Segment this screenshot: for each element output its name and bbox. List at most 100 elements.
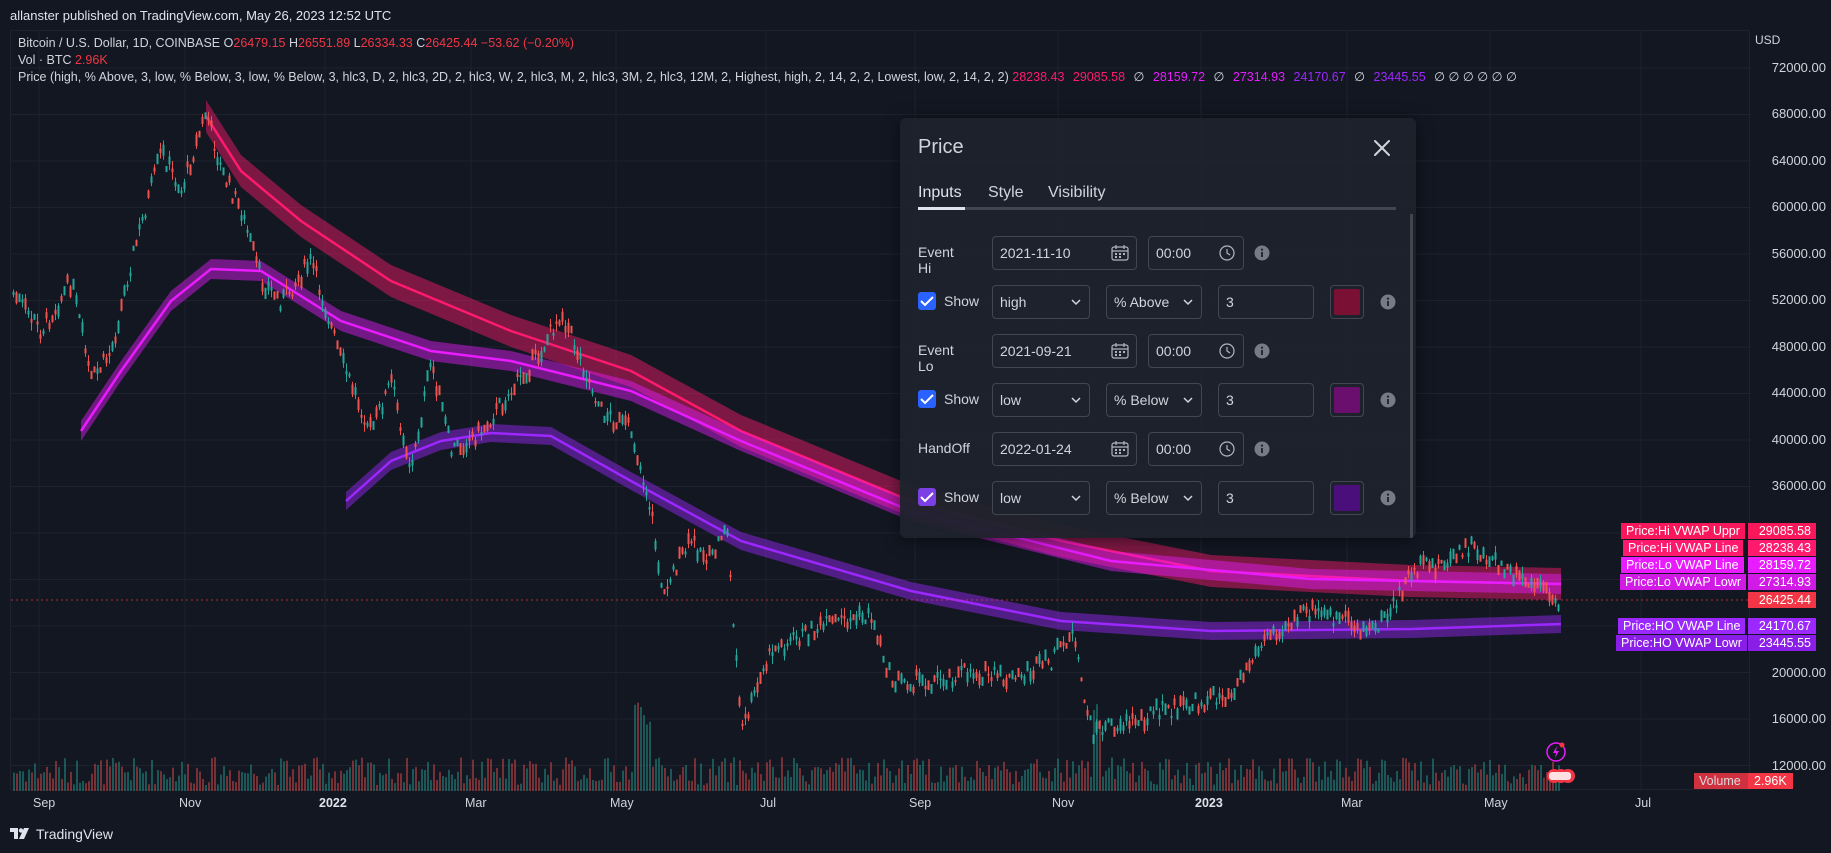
volume-bar [1225, 767, 1227, 791]
lo-color-swatch[interactable] [1330, 383, 1364, 417]
chart-pane[interactable] [10, 30, 1751, 791]
price-chart[interactable] [11, 31, 1751, 791]
info-icon[interactable] [1254, 343, 1270, 359]
hi-percent-input[interactable]: 3 [1218, 285, 1314, 319]
close-icon[interactable] [1370, 136, 1394, 160]
footer-brand[interactable]: TradingView [10, 826, 113, 842]
volume-bar [898, 768, 900, 791]
event-hi-time-input[interactable]: 00:00 [1148, 236, 1244, 270]
candle-body [63, 286, 66, 296]
close-button[interactable] [1370, 136, 1394, 160]
tab-inputs[interactable]: Inputs [918, 184, 962, 201]
candle-body [462, 445, 465, 456]
candle-body [1293, 609, 1296, 622]
candle-body [1032, 670, 1035, 680]
candle-body [1497, 564, 1500, 576]
tab-visibility[interactable]: Visibility [1048, 184, 1106, 201]
candle-body [936, 671, 939, 678]
candle-body [618, 411, 621, 423]
volume-label[interactable]: Vol · BTC [18, 53, 72, 67]
handoff-time-input[interactable]: 00:00 [1148, 432, 1244, 466]
handoff-date-input[interactable]: 2022-01-24 [992, 432, 1137, 466]
candle-body [180, 190, 183, 194]
volume-bar [1177, 769, 1179, 791]
volume-bar [826, 770, 828, 791]
volume-bar [49, 772, 51, 791]
volume-bar [379, 772, 381, 791]
event-hi-date-input[interactable]: 2021-11-10 [992, 236, 1137, 270]
event-markers[interactable] [1544, 738, 1584, 788]
candle-body [585, 377, 588, 382]
ho-mode-select[interactable]: % Below [1106, 481, 1202, 515]
volume-bar [460, 757, 462, 791]
event-lo-time-input[interactable]: 00:00 [1148, 334, 1244, 368]
ho-percent-input[interactable]: 3 [1218, 481, 1314, 515]
calendar-icon[interactable] [1111, 343, 1129, 359]
info-icon[interactable] [1254, 441, 1270, 457]
clock-icon[interactable] [1218, 441, 1236, 457]
candle-body [792, 632, 795, 636]
volume-bar [208, 782, 210, 791]
info-icon[interactable] [1380, 392, 1396, 408]
volume-bar [1390, 777, 1392, 791]
candle-body [1146, 718, 1149, 726]
ho-source-select[interactable]: low [992, 481, 1090, 515]
clock-icon[interactable] [1218, 343, 1236, 359]
volume-bar [961, 766, 963, 791]
dialog-scrollbar[interactable] [1410, 214, 1413, 538]
volume-bar [445, 777, 447, 791]
volume-bar [1408, 762, 1410, 791]
volume-bar [1255, 778, 1257, 791]
volume-bar [1165, 758, 1167, 791]
price-tick: 52000.00 [1771, 292, 1826, 307]
candle-body [1482, 547, 1485, 559]
volume-bar [760, 774, 762, 791]
symbol-name[interactable]: Bitcoin / U.S. Dollar, 1D, COINBASE [18, 36, 221, 50]
volume-bar [838, 764, 840, 791]
candle-body [699, 547, 702, 552]
currency-label[interactable]: USD [1755, 33, 1781, 47]
volume-bar [304, 763, 306, 791]
event-lo-date-input[interactable]: 2021-09-21 [992, 334, 1137, 368]
hi-mode-select[interactable]: % Above [1106, 285, 1202, 319]
lo-show-checkbox[interactable] [918, 390, 936, 408]
lo-mode-select[interactable]: % Below [1106, 383, 1202, 417]
hi-color-swatch[interactable] [1330, 285, 1364, 319]
candle-body [249, 233, 252, 243]
volume-bar [1198, 762, 1200, 791]
candle-body [270, 287, 273, 291]
volume-bar [934, 783, 936, 791]
volume-bar [1252, 759, 1254, 791]
candle-body [84, 348, 87, 354]
candle-body [981, 676, 984, 686]
candle-body [768, 648, 771, 652]
indicator-name[interactable]: Price (high, % Above, 3, low, % Below, 3… [18, 70, 1009, 84]
brand-name: TradingView [36, 826, 114, 842]
lo-percent-input[interactable]: 3 [1218, 383, 1314, 417]
ho-color-swatch[interactable] [1330, 481, 1364, 515]
clock-icon[interactable] [1218, 245, 1236, 261]
candle-body [498, 397, 501, 404]
volume-bar [937, 782, 939, 791]
volume-bar [463, 783, 465, 791]
calendar-icon[interactable] [1111, 245, 1129, 261]
candle-body [1137, 720, 1140, 726]
volume-bar [1024, 770, 1026, 791]
lo-source-select[interactable]: low [992, 383, 1090, 417]
candle-body [1209, 688, 1212, 699]
candle-body [420, 417, 423, 428]
candle-body [1206, 696, 1209, 705]
ho-show-checkbox[interactable] [918, 488, 936, 506]
tab-style[interactable]: Style [988, 184, 1024, 201]
calendar-icon[interactable] [1111, 441, 1129, 457]
hi-source-select[interactable]: high [992, 285, 1090, 319]
indicator-settings-dialog[interactable]: Price Inputs Style Visibility Event Hi 2… [900, 118, 1416, 538]
volume-bar [1516, 779, 1518, 791]
info-icon[interactable] [1380, 294, 1396, 310]
info-icon[interactable] [1254, 245, 1270, 261]
info-icon[interactable] [1380, 490, 1396, 506]
hi-show-checkbox[interactable] [918, 292, 936, 310]
volume-bar [412, 769, 414, 791]
volume-bar [118, 761, 120, 791]
candle-body [828, 615, 831, 623]
